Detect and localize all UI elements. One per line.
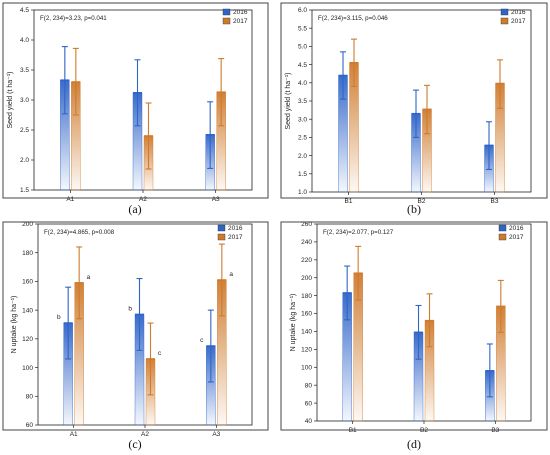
y-tick-label: 1.5: [298, 171, 307, 178]
y-tick-label: 4.5: [20, 7, 29, 14]
legend-label: 2016: [509, 225, 524, 232]
y-tick-label: 240: [301, 239, 312, 246]
significance-letter: a: [87, 274, 91, 281]
y-tick-label: 180: [22, 250, 33, 257]
y-tick-label: 3.5: [298, 98, 307, 105]
y-tick-label: 4.0: [298, 80, 307, 87]
stat-annotation: F(2, 234)=4.865, p=0.008: [44, 229, 115, 236]
x-category-label: A1: [70, 431, 78, 438]
legend-swatch: [500, 8, 509, 16]
panel-caption: (c): [128, 437, 141, 451]
panel-caption: (d): [407, 437, 421, 451]
x-category-label: B1: [345, 198, 353, 205]
significance-letter: c: [158, 350, 162, 357]
x-category-label: B2: [420, 427, 428, 434]
y-tick-label: 160: [22, 279, 33, 286]
legend-swatch: [498, 233, 507, 241]
legend-label: 2016: [228, 225, 243, 232]
y-tick-label: 260: [301, 221, 312, 228]
y-tick-label: 120: [22, 336, 33, 343]
chart-panel-d: 40 60 80 100 120 140 160 180 200 220 240 260 N uptak…: [280, 221, 548, 451]
x-category-label: B3: [491, 427, 499, 434]
y-tick-label: 5.0: [298, 44, 307, 51]
y-tick-label: 2.0: [20, 157, 29, 164]
significance-letter: c: [200, 337, 204, 344]
y-axis-label: N uptake (kg ha⁻¹): [11, 296, 18, 354]
legend-label: 2017: [509, 234, 524, 241]
y-axis-label: N uptake (kg ha⁻¹): [290, 294, 297, 352]
x-category-label: B3: [491, 198, 499, 205]
legend-label: 2017: [511, 18, 526, 25]
legend-swatch: [222, 17, 231, 25]
y-tick-label: 60: [26, 422, 34, 429]
y-tick-label: 180: [301, 293, 312, 300]
legend-label: 2016: [511, 9, 526, 16]
y-tick-label: 200: [301, 275, 312, 282]
stat-annotation: F(2, 234)=3.23, p=0.041: [40, 15, 107, 22]
chart-panel-a: 1.5 2.0 2.5 3.0 3.5 4.0 4.5 Seed yield (t ha⁻¹)…: [2, 2, 269, 216]
y-tick-label: 3.0: [20, 97, 29, 104]
legend-swatch: [222, 8, 231, 16]
y-tick-label: 2.5: [298, 135, 307, 142]
y-tick-label: 140: [301, 329, 312, 336]
y-tick-label: 160: [301, 311, 312, 318]
y-tick-label: 4.0: [20, 37, 29, 44]
legend-swatch: [217, 224, 226, 232]
legend-swatch: [500, 17, 509, 25]
x-category-label: A2: [141, 431, 149, 438]
y-tick-label: 100: [301, 364, 312, 371]
y-axis-label: Seed yield (t ha⁻¹): [7, 72, 14, 129]
y-tick-label: 2.5: [20, 127, 29, 134]
chart-panel-b: 1.0 1.5 2.0 2.5 3.0 3.5 4.0 4.5 5.0 5.5 6.0 Seed yi…: [280, 2, 548, 216]
y-tick-label: 100: [22, 365, 33, 372]
y-tick-label: 200: [22, 221, 33, 228]
y-tick-label: 2.0: [298, 153, 307, 160]
x-category-label: A3: [212, 196, 220, 203]
legend-label: 2016: [233, 9, 248, 16]
plot-area: [33, 9, 253, 191]
y-tick-label: 80: [26, 393, 34, 400]
plot-area: [316, 223, 532, 422]
significance-letter: b: [57, 314, 61, 321]
y-tick-label: 1.0: [298, 189, 307, 196]
y-tick-label: 5.5: [298, 25, 307, 32]
y-tick-label: 6.0: [298, 7, 307, 14]
y-tick-label: 140: [22, 307, 33, 314]
y-tick-label: 60: [305, 400, 313, 407]
legend-label: 2017: [228, 234, 243, 241]
stat-annotation: F(2, 234)=2.077, p=0.127: [323, 229, 394, 236]
panel-caption: (b): [407, 202, 421, 216]
x-category-label: A3: [212, 431, 220, 438]
y-axis-label: Seed yield (t ha⁻¹): [285, 73, 292, 130]
plot-area: [311, 9, 532, 193]
y-tick-label: 1.5: [20, 187, 29, 194]
legend-label: 2017: [233, 18, 248, 25]
legend-swatch: [217, 233, 226, 241]
y-tick-label: 40: [305, 418, 313, 425]
x-category-label: A1: [66, 196, 74, 203]
y-tick-label: 3.5: [20, 67, 29, 74]
y-tick-label: 4.5: [298, 62, 307, 69]
chart-panel-c: 60 80 100 120 140 160 180 200 N uptake (kg ha⁻¹)…: [2, 221, 269, 451]
y-tick-label: 80: [305, 382, 313, 389]
plot-area: [37, 223, 253, 426]
legend-swatch: [498, 224, 507, 232]
x-category-label: A2: [139, 196, 147, 203]
x-category-label: B1: [349, 427, 357, 434]
stat-annotation: F(2, 234)=3.115, p=0.046: [318, 15, 388, 22]
y-tick-label: 120: [301, 347, 312, 354]
significance-letter: b: [128, 305, 132, 312]
significance-letter: a: [229, 271, 233, 278]
x-category-label: B2: [418, 198, 426, 205]
y-tick-label: 3.0: [298, 116, 307, 123]
panel-caption: (a): [128, 202, 141, 216]
y-tick-label: 220: [301, 257, 312, 264]
